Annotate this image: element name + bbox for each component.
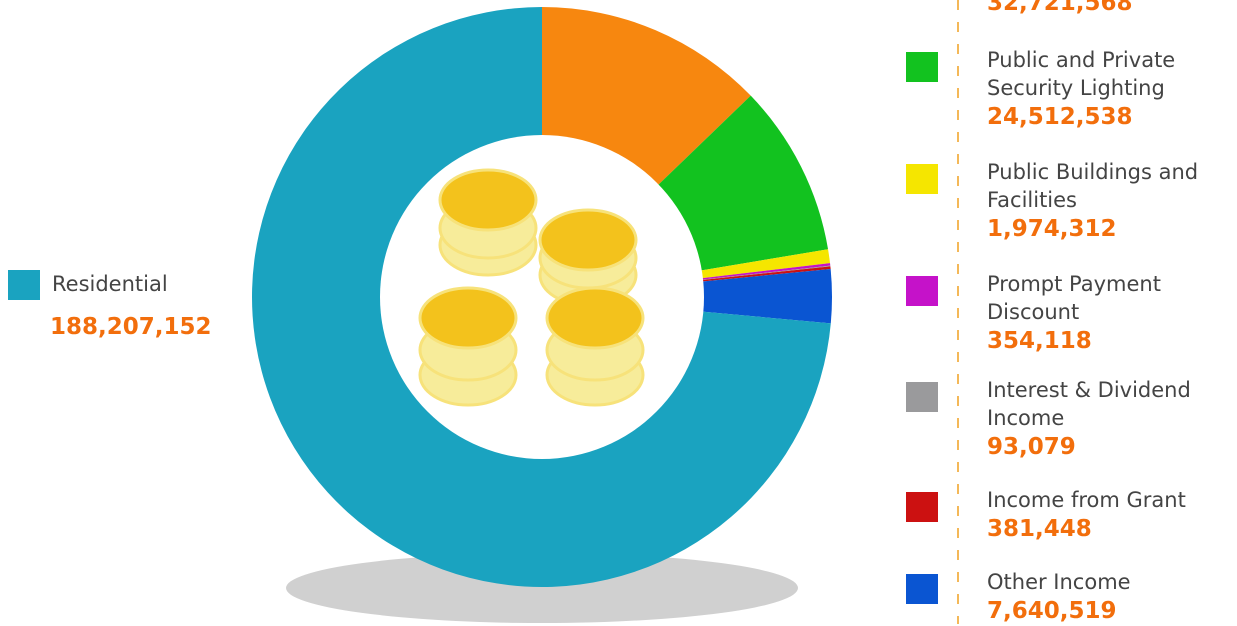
legend-item: Public and Private Security Lighting 24,5…: [987, 46, 1237, 132]
value-label: 32,721,568: [987, 0, 1133, 16]
legend-swatch: [906, 492, 938, 522]
value-label: 93,079: [987, 434, 1076, 460]
legend-item: Income from Grant 381,448: [987, 486, 1237, 544]
value-label: 381,448: [987, 516, 1092, 542]
legend-swatch: [906, 52, 938, 82]
legend-label: Public and Private Security Lighting: [987, 48, 1176, 100]
value-label: 1,974,312: [987, 216, 1117, 242]
legend-label: Interest & Dividend Income: [987, 378, 1191, 430]
legend-label: Income from Grant: [987, 488, 1186, 512]
legend-label: Residential: [52, 272, 168, 296]
legend-swatch: [906, 164, 938, 194]
legend-label: Other Income: [987, 570, 1131, 594]
shadow: [286, 553, 798, 623]
legend-swatch: [906, 382, 938, 412]
coins-icon: [418, 168, 645, 407]
value-label: 354,118: [987, 328, 1092, 354]
legend-label: Prompt Payment Discount: [987, 272, 1161, 324]
legend-item: Other Income 7,640,519: [987, 568, 1237, 626]
value-label: 7,640,519: [987, 598, 1117, 624]
legend-swatch: [906, 276, 938, 306]
donut-hole: [380, 135, 704, 459]
legend-swatch: [906, 574, 938, 604]
legend-item: 32,721,568: [987, 0, 1237, 18]
legend-label: Public Buildings and Facilities: [987, 160, 1199, 212]
legend-item: Residential 188,207,152: [50, 270, 302, 342]
legend-item: Prompt Payment Discount 354,118: [987, 270, 1237, 356]
legend-item: Interest & Dividend Income 93,079: [987, 376, 1237, 462]
value-label: 188,207,152: [50, 314, 212, 340]
value-label: 24,512,538: [987, 104, 1133, 130]
legend-item: Public Buildings and Facilities 1,974,312: [987, 158, 1237, 244]
legend-swatch: [8, 270, 40, 300]
